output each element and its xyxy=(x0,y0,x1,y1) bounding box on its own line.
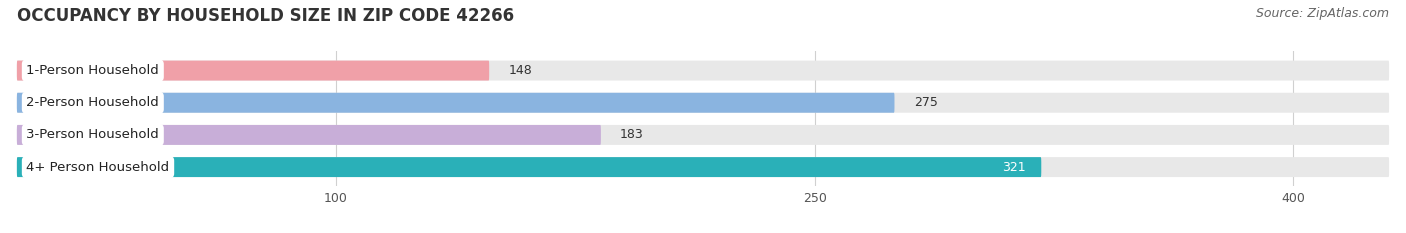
Text: 183: 183 xyxy=(620,128,644,141)
FancyBboxPatch shape xyxy=(17,157,1042,177)
Text: 148: 148 xyxy=(509,64,531,77)
Text: 4+ Person Household: 4+ Person Household xyxy=(27,161,170,174)
Text: 2-Person Household: 2-Person Household xyxy=(27,96,159,109)
FancyBboxPatch shape xyxy=(17,61,489,81)
Text: OCCUPANCY BY HOUSEHOLD SIZE IN ZIP CODE 42266: OCCUPANCY BY HOUSEHOLD SIZE IN ZIP CODE … xyxy=(17,7,515,25)
Text: 1-Person Household: 1-Person Household xyxy=(27,64,159,77)
FancyBboxPatch shape xyxy=(17,93,894,113)
FancyBboxPatch shape xyxy=(17,61,1389,81)
FancyBboxPatch shape xyxy=(17,125,1389,145)
FancyBboxPatch shape xyxy=(17,93,1389,113)
Text: Source: ZipAtlas.com: Source: ZipAtlas.com xyxy=(1256,7,1389,20)
Text: 321: 321 xyxy=(1001,161,1025,174)
Text: 3-Person Household: 3-Person Household xyxy=(27,128,159,141)
Text: 275: 275 xyxy=(914,96,938,109)
FancyBboxPatch shape xyxy=(17,157,1389,177)
FancyBboxPatch shape xyxy=(17,125,600,145)
